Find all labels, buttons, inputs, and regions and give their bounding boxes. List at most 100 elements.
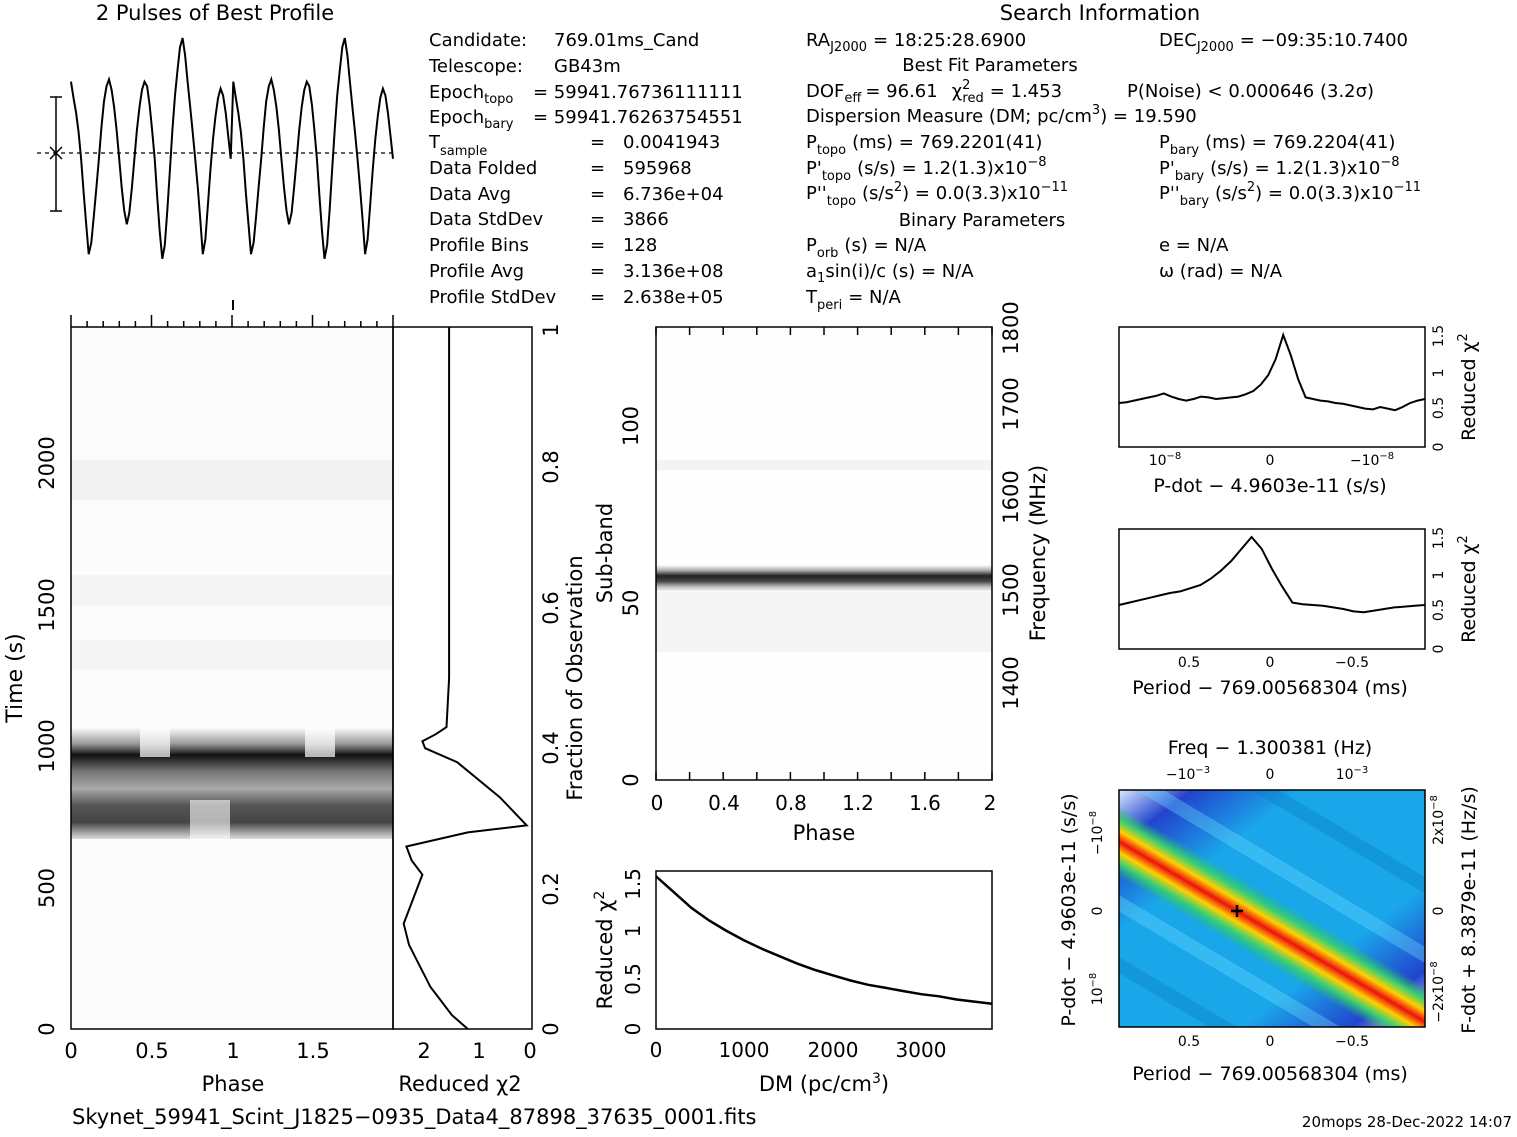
time-chi-right-ticks: 0 0.2 0.4 0.6 0.8 1 [539, 323, 563, 1035]
p-pdot-xtick-2: −0.5 [1335, 1034, 1369, 1050]
info-profile-avg-label: Profile Avg [429, 261, 524, 282]
profile-title: 2 Pulses of Best Profile [96, 1, 334, 25]
binary-title: Binary Parameters [899, 210, 1066, 231]
p-pdot-y2tick-1: 0 [1431, 907, 1447, 916]
period-xtick-0: 0.5 [1178, 655, 1200, 671]
info-epoch-bary-label: Epochbary [429, 107, 514, 132]
subband-tail [656, 592, 992, 652]
info-tsample-eq: = [590, 132, 605, 153]
pdot-ylabel: Reduced χ2 [1456, 333, 1480, 441]
info-pdtopo: P'topo (s/s) = 1.2(1.3)x10−8 [806, 155, 1047, 184]
info-profile-stddev-eq: = [590, 287, 605, 308]
info-data-stddev-label: Data StdDev [429, 209, 544, 230]
time-chi-frame [392, 326, 533, 1030]
dm-chi-xtick-1: 1000 [719, 1038, 770, 1062]
profile-curve [70, 37, 394, 259]
pdot-ytick-0: 0 [1431, 443, 1447, 452]
dm-chi-xtick-2: 2000 [808, 1038, 859, 1062]
p-pdot-x2tick-1: 0 [1266, 767, 1275, 783]
info-profile-avg-eq: = [590, 261, 605, 282]
info-pnoise: P(Noise) < 0.000646 (3.2σ) [1127, 81, 1374, 102]
period-chi-plot: 0.5 0 −0.5 Period − 769.00568304 (ms) 0 … [1118, 527, 1480, 699]
info-e: e = N/A [1159, 235, 1229, 256]
time-phase-gap-3 [190, 800, 230, 840]
info-dm: Dispersion Measure (DM; pc/cm3) = 19.590 [806, 103, 1197, 127]
p-pdot-title: Freq − 1.300381 (Hz) [1168, 737, 1372, 759]
p-pdot-ylabel: P-dot − 4.9603e-11 (s/s) [1058, 793, 1080, 1026]
subband-yticks: 0 50 100 [619, 406, 643, 787]
time-phase-background [71, 327, 393, 1029]
info-pdbary: P'bary (s/s) = 1.2(1.3)x10−8 [1159, 155, 1400, 184]
dm-chi-plot: 0 1000 2000 3000 DM (pc/cm3) 0 0.5 1 1.5… [592, 868, 993, 1096]
dm-chi-yticks: 0 0.5 1 1.5 [621, 868, 645, 1035]
time-phase-pulse-band [71, 727, 393, 839]
pdot-yticks: 0 0.5 1 1.5 [1431, 325, 1447, 452]
pdot-xtick-2: −10−8 [1350, 451, 1394, 469]
subband-background [656, 327, 992, 780]
time-phase-plot: 0 0.5 1 1.5 Phase 0 500 1000 1500 2000 T… [3, 315, 394, 1096]
best-fit-title: Best Fit Parameters [902, 55, 1077, 76]
info-mid: RAJ2000 = 18:25:28.6900 DOFeff = 96.61 χ2 re… [805, 30, 1374, 313]
period-ylabel: Reduced χ2 [1456, 535, 1480, 643]
time-phase-xtick-2: 1 [226, 1039, 239, 1063]
subband-y2ticks: 1400 1500 1600 1700 1800 [999, 301, 1023, 709]
footer-stamp: 20mops 28-Dec-2022 14:07 [1302, 1113, 1512, 1131]
info-profile-stddev-value: 2.638e+05 [623, 287, 724, 308]
p-pdot-best-marker [1231, 905, 1243, 917]
dm-chi-ytick-0: 0 [621, 1023, 645, 1036]
subband-ylabel: Sub-band [593, 503, 617, 603]
profile-plot [37, 37, 394, 310]
dm-chi-curve [655, 875, 993, 1005]
dm-chi-xtick-3: 3000 [896, 1038, 947, 1062]
info-pddbary: P''bary (s/s2) = 0.0(3.3)x10−11 [1159, 180, 1421, 209]
time-phase-gap-1 [140, 727, 170, 757]
time-phase-gap-2 [305, 727, 335, 757]
subband-xtick-0: 0 [651, 791, 664, 815]
dm-chi-xticks: 0 1000 2000 3000 [650, 1038, 947, 1062]
info-epoch-topo-label: Epochtopo [429, 82, 513, 107]
info-porb: Porb (s) = N/A [806, 235, 927, 261]
pdot-xtick-0: 10−8 [1149, 451, 1182, 469]
time-phase-faint-band-2 [71, 575, 393, 605]
period-xticks: 0.5 0 −0.5 [1178, 655, 1369, 671]
time-chi-ytick-4: 0.8 [539, 450, 563, 483]
period-yticks: 0 0.5 1 1.5 [1431, 527, 1447, 654]
subband-xtick-4: 1.6 [909, 791, 941, 815]
info-telescope-label: Telescope: [428, 56, 523, 77]
info-right: DECJ2000 = −09:35:10.7400 Pbary (ms) = 769… [1159, 30, 1421, 282]
p-pdot-xticks: 0.5 0 −0.5 [1178, 1034, 1369, 1050]
p-pdot-x2tick-2: 10−3 [1336, 765, 1369, 783]
subband-ytick-2: 100 [619, 406, 643, 446]
pdot-chi-plot: 10−8 0 −10−8 P-dot − 4.9603e-11 (s/s) 0 … [1118, 325, 1480, 497]
info-left: Candidate: 769.01ms_Cand Telescope: GB43… [428, 30, 743, 308]
info-pddtopo: P''topo (s/s2) = 0.0(3.3)x10−11 [806, 180, 1068, 209]
p-pdot-ytick-0: 10−8 [1088, 973, 1106, 1006]
subband-y2label: Frequency (MHz) [1026, 465, 1050, 641]
time-phase-xlabel: Phase [202, 1072, 265, 1096]
subband-xtick-5: 2 [984, 791, 997, 815]
dm-chi-frame [655, 870, 993, 1030]
dm-chi-ytick-3: 1.5 [621, 868, 645, 900]
search-title: Search Information [1000, 1, 1200, 25]
subband-faint-band [656, 460, 992, 470]
pdot-ytick-2: 1 [1431, 369, 1447, 378]
time-phase-faint-band-3 [71, 640, 393, 670]
info-ra: RAJ2000 = 18:25:28.6900 [806, 30, 1026, 55]
subband-xtick-3: 1.2 [842, 791, 874, 815]
subband-pulse-band [656, 565, 992, 592]
period-xtick-1: 0 [1266, 655, 1275, 671]
time-phase-ticks [70, 315, 394, 327]
p-pdot-y2tick-2: 2x10−8 [1429, 795, 1447, 845]
period-ytick-3: 1.5 [1431, 527, 1447, 549]
info-tperi: Tperi = N/A [805, 287, 902, 313]
subband-xticks: 0 0.4 0.8 1.2 1.6 2 [651, 791, 997, 815]
time-chi-ytick-5: 1 [539, 323, 563, 336]
p-pdot-y2tick-0: −2x10−8 [1429, 961, 1447, 1023]
info-profile-bins-label: Profile Bins [429, 235, 529, 256]
time-chi-xtick-1: 1 [472, 1039, 485, 1063]
info-epoch-bary-value: = 59941.76263754551 [533, 107, 743, 128]
time-phase-faint-band-1 [71, 460, 393, 500]
p-pdot-image [1119, 790, 1425, 1027]
p-pdot-plane: Freq − 1.300381 (Hz) −10−3 0 10−3 0.5 0 … [1058, 737, 1480, 1085]
